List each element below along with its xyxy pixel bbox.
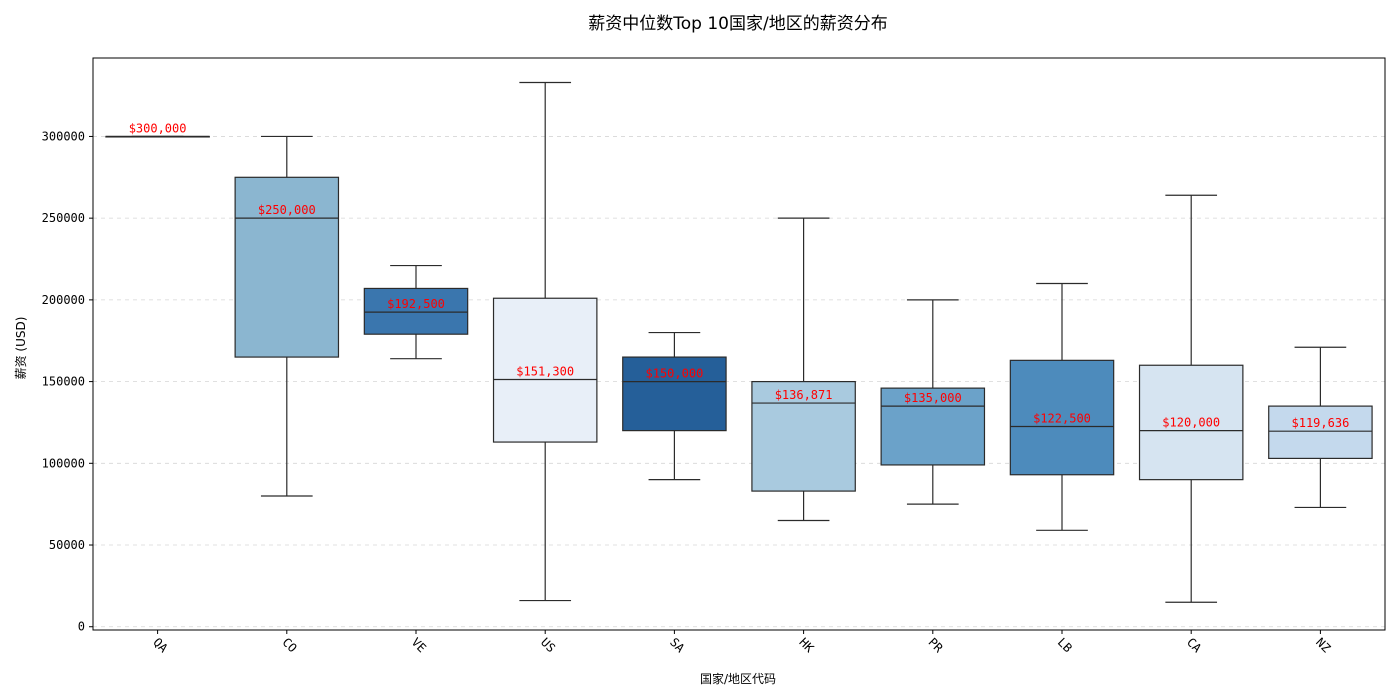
box-body-CO	[234, 176, 340, 358]
box-body-CA	[1138, 364, 1244, 481]
median-label-CA: $120,000	[1162, 416, 1220, 430]
box-CO: $250,000	[234, 135, 340, 497]
median-label-CO: $250,000	[258, 203, 316, 217]
box-NZ: $119,636	[1268, 346, 1373, 509]
box-HK: $136,871	[751, 217, 856, 522]
box-body-VE	[363, 287, 469, 335]
y-tick-label-50000: 50000	[49, 538, 85, 552]
median-label-SA: $150,000	[646, 367, 704, 381]
median-label-QA: $300,000	[129, 121, 187, 135]
box-QA: $300,000	[105, 121, 210, 138]
box-LB: $122,500	[1009, 282, 1115, 531]
box-body-NZ	[1268, 405, 1373, 459]
box-body-LB	[1009, 359, 1115, 476]
median-label-HK: $136,871	[775, 388, 833, 402]
box-CA: $120,000	[1138, 194, 1244, 603]
box-body-US	[492, 297, 598, 443]
median-label-PR: $135,000	[904, 391, 962, 405]
box-PR: $135,000	[880, 299, 986, 505]
x-tick-label-SA: SA	[667, 635, 688, 656]
box-plots: $300,000 $250,000 $192,500 $151,300 $150,000…	[105, 81, 1373, 603]
y-tick-label-200000: 200000	[42, 293, 85, 307]
x-tick-label-NZ: NZ	[1313, 635, 1333, 655]
box-body-PR	[880, 387, 986, 466]
box-body-SA	[622, 356, 727, 432]
y-tick-label-100000: 100000	[42, 456, 85, 470]
y-axis-ticks: 0 50000 100000 150000 200000 250000 300000	[42, 129, 93, 634]
plot-frame	[92, 57, 1386, 631]
y-tick-label-250000: 250000	[42, 211, 85, 225]
y-axis-label: 薪资 (USD)	[14, 317, 28, 380]
chart-title: 薪资中位数Top 10国家/地区的薪资分布	[588, 14, 887, 34]
median-label-LB: $122,500	[1033, 412, 1091, 426]
x-axis-ticks: QA CO VE US SA HK PR LB CA NZ	[150, 630, 1333, 656]
median-label-NZ: $119,636	[1292, 416, 1350, 430]
y-tick-label-150000: 150000	[42, 375, 85, 389]
box-VE: $192,500	[363, 264, 469, 360]
x-tick-label-CO: CO	[280, 635, 300, 655]
x-tick-label-CA: CA	[1184, 635, 1205, 656]
x-tick-label-HK: HK	[796, 635, 817, 656]
x-axis-label: 国家/地区代码	[700, 671, 776, 686]
x-tick-label-PR: PR	[926, 635, 947, 656]
median-label-VE: $192,500	[387, 297, 445, 311]
y-tick-label-0: 0	[78, 620, 85, 634]
x-tick-label-US: US	[538, 635, 558, 655]
x-tick-label-LB: LB	[1055, 635, 1075, 655]
x-tick-label-QA: QA	[150, 635, 171, 656]
x-tick-label-VE: VE	[409, 635, 429, 655]
box-body-HK	[751, 380, 856, 492]
box-US: $151,300	[492, 81, 598, 602]
y-tick-label-300000: 300000	[42, 129, 85, 143]
median-label-US: $151,300	[516, 364, 574, 378]
box-SA: $150,000	[622, 331, 727, 481]
